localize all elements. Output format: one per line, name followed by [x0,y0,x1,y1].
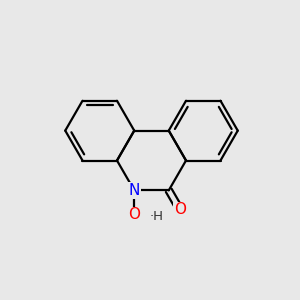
Text: O: O [174,202,186,217]
Text: O: O [128,208,140,223]
Text: ·H: ·H [150,210,164,223]
Text: N: N [129,183,140,198]
